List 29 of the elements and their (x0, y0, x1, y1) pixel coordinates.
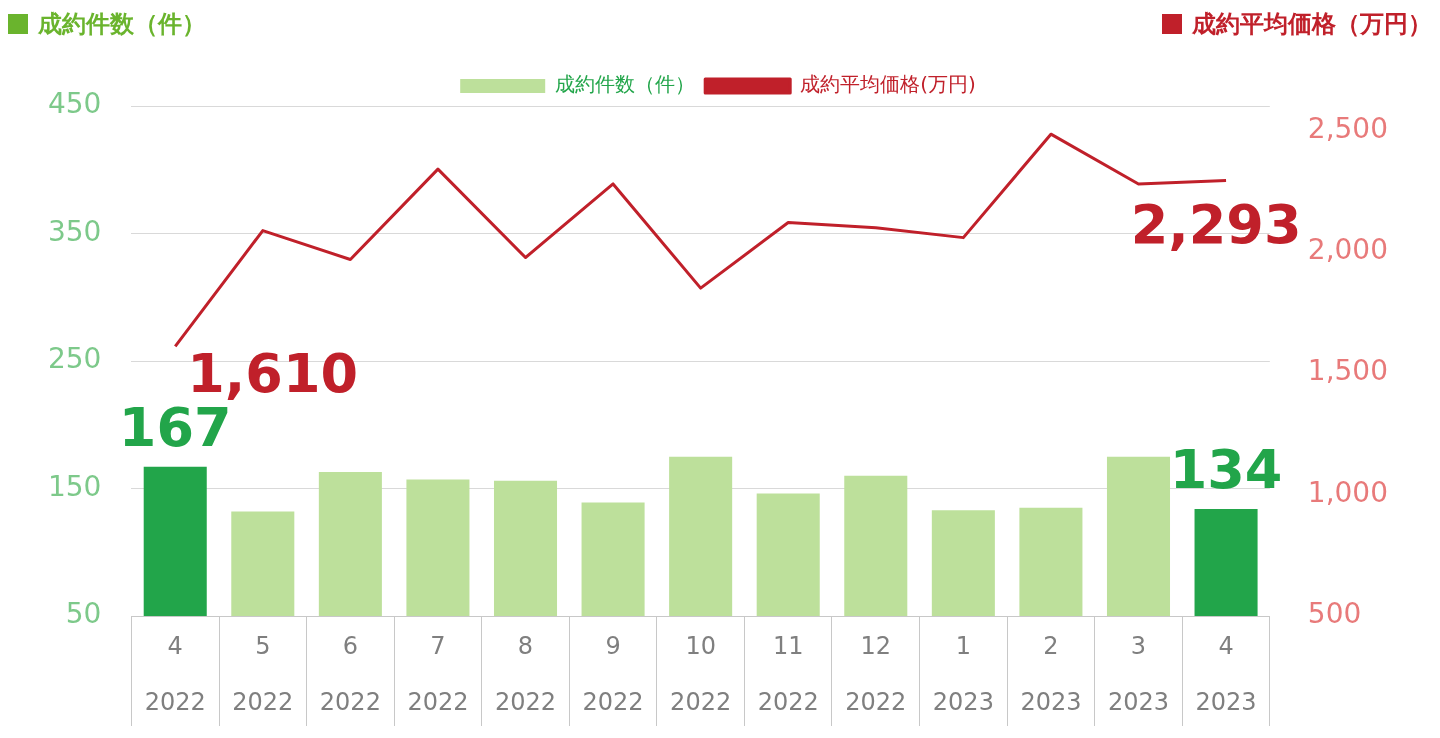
x-tick-label: 4 2022 (144, 632, 206, 717)
x-tick-label: 6 2022 (319, 632, 381, 717)
x-tick-label: 3 2023 (1107, 632, 1170, 717)
data-label: 134 (1169, 437, 1283, 501)
y-axis-title: 成約件数（件） (38, 9, 206, 40)
x-tick-label: 9 2022 (582, 632, 644, 717)
y-tick-label: 150 (47, 469, 102, 503)
y2-tick-label: 1,000 (1307, 475, 1389, 509)
y2-tick-label: 2,000 (1307, 233, 1389, 266)
y2-tick-label: 500 (1307, 597, 1362, 631)
y2-axis-title: 成約平均価格（万円） (1192, 9, 1432, 40)
x-tick-label: 2 2023 (1020, 632, 1082, 717)
x-tick-label: 10 2022 (670, 632, 732, 717)
y-tick-label: 50 (65, 597, 102, 631)
legend-label: 成約平均価格(万円) (800, 72, 976, 97)
y-tick-label: 250 (47, 342, 102, 376)
y2-tick-label: 1,500 (1307, 354, 1389, 388)
x-tick-label: 5 2022 (232, 632, 294, 717)
legend-label: 成約件数（件） (555, 72, 696, 97)
x-tick-label: 1 2023 (932, 632, 994, 717)
x-tick-label: 7 2022 (407, 632, 469, 717)
x-tick-label: 4 2023 (1195, 632, 1257, 717)
y-tick-label: 450 (47, 87, 102, 121)
x-tick-label: 8 2022 (494, 632, 557, 717)
data-label: 2,293 (1130, 192, 1302, 256)
x-tick-label: 12 2022 (845, 632, 907, 717)
y2-tick-label: 2,500 (1307, 111, 1389, 145)
y-tick-label: 350 (47, 214, 102, 248)
x-tick-label: 11 2022 (757, 632, 819, 717)
